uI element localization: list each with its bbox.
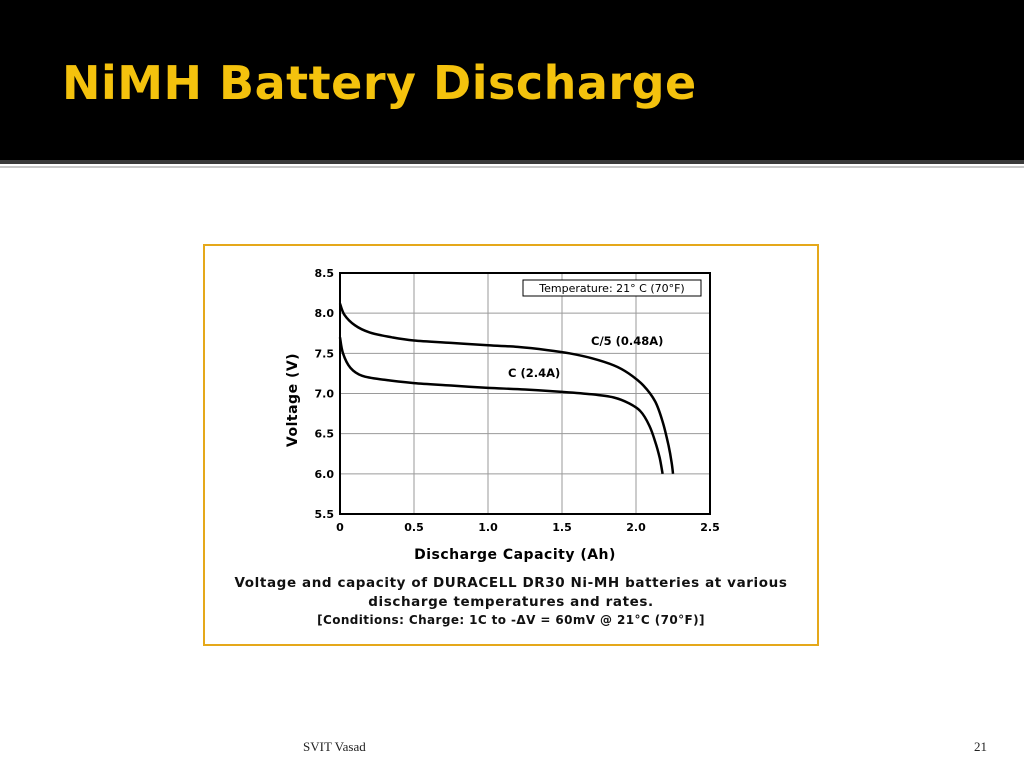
series-line-c: [338, 337, 664, 475]
slide-number: 21: [974, 739, 987, 754]
series-line-c5: [338, 303, 675, 474]
y-tick-label: 7.0: [315, 388, 335, 401]
y-tick-label: 6.5: [315, 428, 335, 441]
temperature-legend: Temperature: 21° C (70°F): [522, 279, 702, 297]
plot-border: [339, 272, 711, 515]
title-band: NiMH Battery Discharge: [0, 0, 1024, 160]
x-tick-label: 2.0: [626, 521, 646, 534]
discharge-chart: 0 0.5 1.0 1.5 2.0 2.5 5.5 6.0 6.5 7.0 7.5 8.0 8.5 Te…: [285, 267, 720, 563]
x-tick-label: 1.5: [552, 521, 572, 534]
caption-line-1: Voltage and capacity of DURACELL DR30 Ni…: [234, 575, 788, 591]
y-tick-label: 6.0: [315, 468, 335, 481]
chart-figure: 0 0.5 1.0 1.5 2.0 2.5 5.5 6.0 6.5 7.0 7.5 8.0 8.5 Te…: [203, 244, 819, 646]
tick-labels: 0 0.5 1.0 1.5 2.0 2.5 5.5 6.0 6.5 7.0 7.5 8.0 8.5: [315, 267, 720, 534]
y-tick-label: 8.5: [315, 267, 335, 280]
figure-caption: Voltage and capacity of DURACELL DR30 Ni…: [205, 574, 817, 629]
slide-title: NiMH Battery Discharge: [62, 56, 697, 110]
grid-lines: [340, 273, 710, 514]
x-tick-label: 1.0: [478, 521, 498, 534]
x-tick-label: 0.5: [404, 521, 424, 534]
footer-source: SVIT Vasad: [303, 739, 366, 754]
title-divider-light: [0, 166, 1024, 168]
y-tick-label: 8.0: [315, 307, 335, 320]
legend-box: [522, 279, 702, 297]
y-axis-label: Voltage (V): [285, 353, 301, 447]
curve-layer: [338, 303, 675, 475]
x-axis-label: Discharge Capacity (Ah): [414, 547, 616, 563]
series-label-c: C (2.4A): [508, 366, 560, 380]
series-label-c5: C/5 (0.48A): [591, 334, 663, 348]
x-tick-label: 0: [336, 521, 344, 534]
x-tick-label: 2.5: [700, 521, 720, 534]
caption-line-3: [Conditions: Charge: 1C to -ΔV = 60mV @ …: [317, 613, 705, 627]
y-tick-label: 5.5: [315, 508, 335, 521]
title-divider: [0, 160, 1024, 164]
y-tick-label: 7.5: [315, 347, 335, 360]
legend-text: Temperature: 21° C (70°F): [538, 282, 684, 295]
caption-line-2: discharge temperatures and rates.: [368, 594, 654, 610]
